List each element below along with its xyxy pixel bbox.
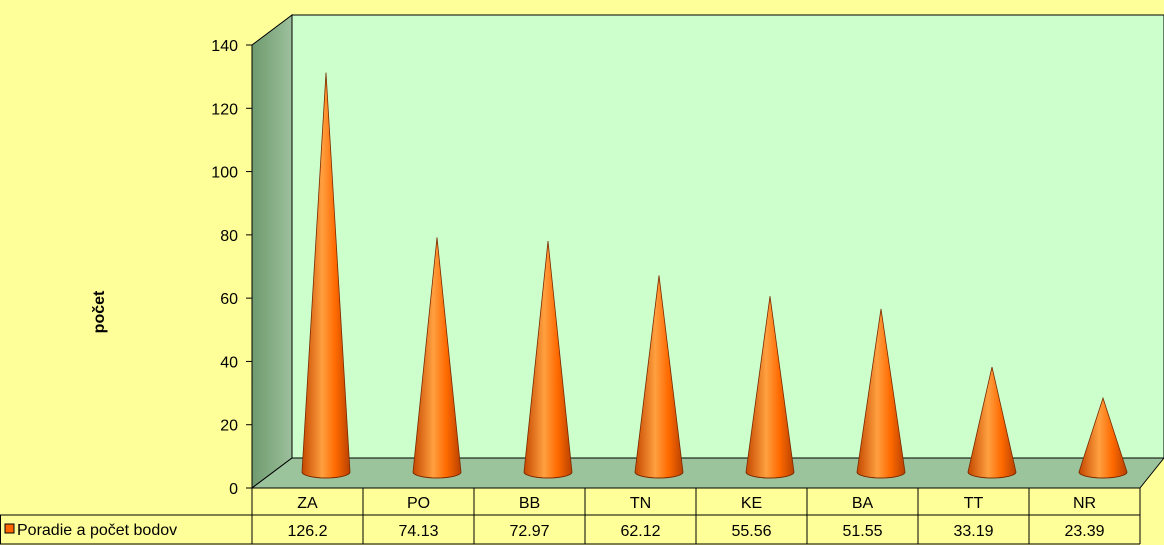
cone-KE (745, 296, 795, 479)
category-label-TT: TT (964, 495, 984, 512)
cone-base-TT (967, 471, 1017, 479)
cones (301, 72, 1128, 479)
cone-TT (967, 366, 1017, 479)
y-axis-title: počet (91, 290, 108, 333)
category-label-BA: BA (852, 495, 874, 512)
y-tick-label-2: 40 (220, 354, 238, 371)
cone-base-PO (412, 471, 462, 479)
value-label-BA: 51.55 (842, 523, 882, 540)
category-label-BB: BB (519, 495, 540, 512)
value-label-NR: 23.39 (1064, 523, 1104, 540)
value-label-PO: 74.13 (398, 523, 438, 540)
side-wall (251, 14, 293, 489)
y-tick-label-3: 60 (220, 291, 238, 308)
category-label-KE: KE (741, 495, 762, 512)
cone-TN (634, 275, 684, 479)
data-table: Poradie a počet bodov ZA 126.2 PO 74.13 BB 72… (0, 487, 1141, 545)
cone-PO (412, 237, 462, 479)
cone-base-KE (745, 471, 795, 479)
legend-label: Poradie a počet bodov (17, 522, 177, 539)
y-tick-label-7: 140 (211, 38, 238, 55)
cone-base-TN (634, 471, 684, 479)
cone-ZA (301, 72, 351, 479)
value-label-ZA: 126.2 (287, 523, 327, 540)
y-tick-label-1: 20 (220, 418, 238, 435)
category-label-TN: TN (630, 495, 651, 512)
value-label-BB: 72.97 (509, 523, 549, 540)
table-cells: ZA 126.2 PO 74.13 BB 72.97 TN 62.12 KE 55.56 BA 51.… (251, 488, 1141, 544)
cone-NR (1078, 396, 1128, 479)
y-tick-label-4: 80 (220, 228, 238, 245)
category-label-ZA: ZA (297, 495, 318, 512)
y-tick-label-0: 0 (229, 481, 238, 498)
cone-BA (856, 308, 906, 479)
cone-base-NR (1078, 471, 1128, 479)
value-label-KE: 55.56 (731, 523, 771, 540)
cone-base-ZA (301, 471, 351, 479)
category-label-PO: PO (407, 495, 430, 512)
floor (250, 457, 1164, 489)
category-label-NR: NR (1073, 495, 1096, 512)
value-label-TN: 62.12 (620, 523, 660, 540)
y-tick-label-6: 120 (211, 101, 238, 118)
value-label-TT: 33.19 (953, 523, 993, 540)
y-tick-label-5: 100 (211, 165, 238, 182)
cone-base-BB (523, 471, 573, 479)
cone-BB (523, 241, 573, 479)
y-axis: 0 20 40 60 80 100 120 140 (211, 38, 253, 498)
legend-swatch (4, 523, 15, 534)
cone-base-BA (856, 471, 906, 479)
